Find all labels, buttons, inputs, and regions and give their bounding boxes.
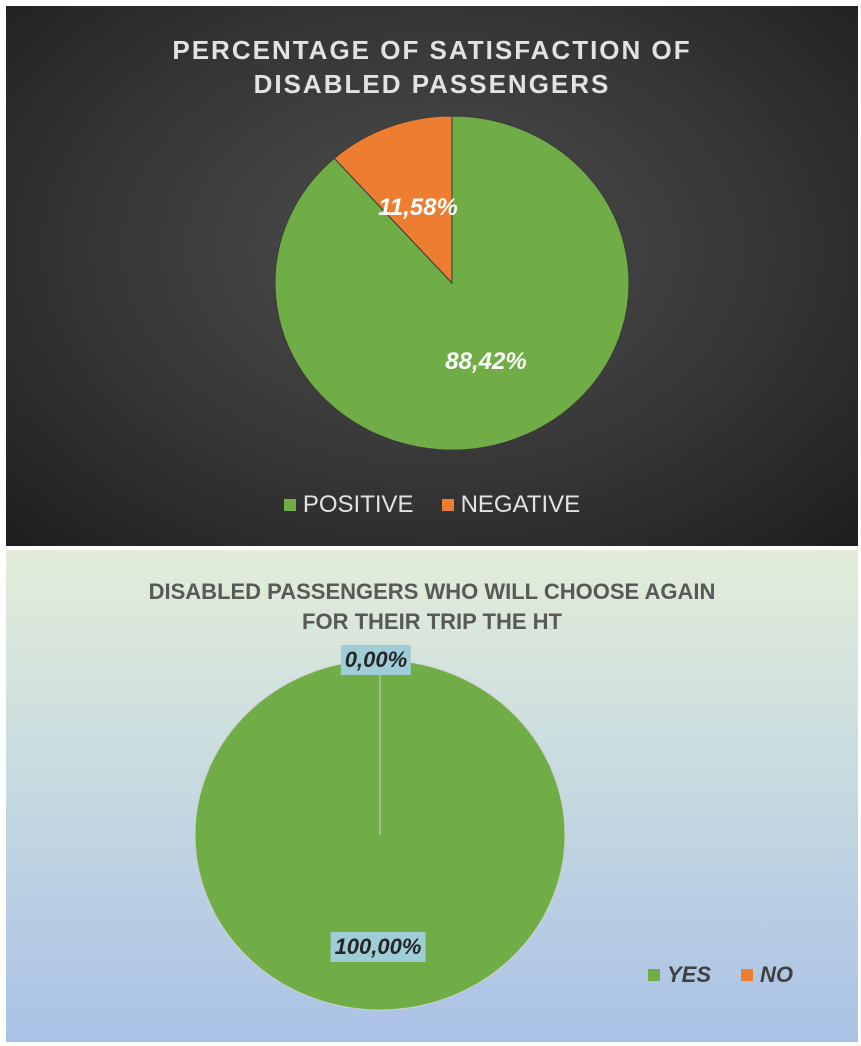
satisfaction-pie [274,115,630,451]
legend-item-no: NO [741,962,793,988]
chart-title: DISABLED PASSENGERS WHO WILL CHOOSE AGAI… [148,579,716,634]
legend-label-positive: POSITIVE [302,491,414,518]
pie-slice-negative [333,115,453,285]
chart-title: PERCENTAGE OF SATISFACTION OF DISABLED P… [172,35,692,99]
choose-again-chart: DISABLED PASSENGERS WHO WILL CHOOSE AGAI… [6,550,858,1042]
legend-item-negative: NEGATIVE [441,491,581,519]
legend-swatch-yes [648,969,660,981]
chart-legend: YES NO [648,962,823,988]
legend-item-yes: YES [648,962,711,988]
legend-item-positive: POSITIVE [283,491,414,519]
legend-swatch-no [741,969,754,981]
legend-swatch-negative [441,499,454,511]
legend-swatch-positive [283,499,296,511]
data-label-positive: 88,42% [445,348,527,375]
satisfaction-chart: PERCENTAGE OF SATISFACTION OF DISABLED P… [6,6,858,546]
legend-label-negative: NEGATIVE [460,491,581,518]
legend-label-no: NO [760,962,794,987]
chart-legend: POSITIVE NEGATIVE [6,491,858,519]
choose-again-pie [194,659,566,1011]
data-label-no: 0,00% [340,645,412,675]
data-label-yes: 100,00% [330,932,426,962]
legend-label-yes: YES [667,962,712,987]
data-label-negative: 11,58% [378,194,458,221]
